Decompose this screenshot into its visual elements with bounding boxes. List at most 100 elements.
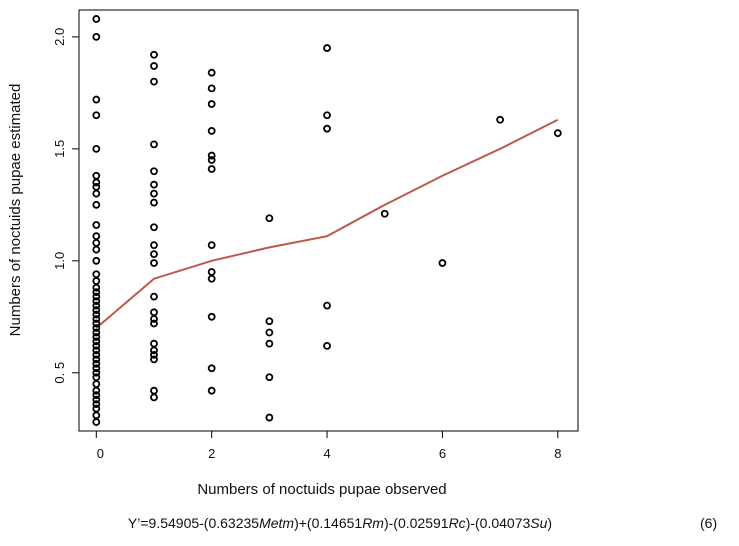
data-point [92,297,101,306]
data-point [150,355,158,364]
data-point [150,180,158,189]
data-point [265,373,274,382]
equation-mid1: )+(0.14651 [294,515,363,531]
data-point [92,270,101,279]
data-point [92,328,101,337]
data-point [150,339,158,348]
data-point [92,395,101,404]
x-tick-label: 4 [323,446,330,461]
data-point [438,259,447,267]
y-tick-label: 0. 5 [52,362,67,384]
data-point [496,115,505,124]
data-point [92,221,101,229]
data-point [92,386,101,395]
data-point [150,250,158,258]
data-point [92,95,101,104]
data-point [92,319,101,328]
y-axis-label: Numbers of noctuids pupae estimated [7,84,24,337]
data-point [150,308,158,317]
y-tick-label: 2.0 [52,28,67,46]
data-point [92,306,101,314]
data-point [265,214,274,223]
data-point [92,288,101,297]
equation-suffix: ) [547,515,553,531]
data-point [92,256,101,265]
data-point [207,156,216,164]
x-tick-label: 6 [439,446,446,461]
data-point [150,167,158,176]
data-point [150,77,158,86]
data-point [92,350,101,359]
data-point [265,413,274,422]
data-point [92,111,101,120]
data-point [323,342,331,350]
data-point [150,198,158,207]
data-point [323,124,331,133]
equation-var-metm: Metm [259,515,295,531]
data-point [92,310,101,319]
data-point [92,364,101,373]
data-point [207,386,216,395]
y-axis: 0. 5 1.0 1.5 2.0 [52,28,79,384]
data-point [150,241,158,250]
data-point [92,333,101,341]
data-point [150,315,158,323]
data-point [92,292,101,301]
data-points [92,15,562,426]
equation-number: (6) [700,515,718,531]
data-point [92,245,101,254]
data-point [207,241,216,250]
data-point [92,411,101,420]
data-point [207,68,216,77]
data-point [92,144,101,153]
data-point [92,324,101,332]
data-point [92,171,101,180]
data-point [265,317,274,326]
data-point [92,355,101,364]
equation-var-su: Su [530,515,548,531]
data-point [150,223,158,232]
data-point [150,319,158,328]
data-point [207,165,216,173]
data-point [92,404,101,413]
data-point [92,238,101,247]
x-tick-label: 8 [554,446,561,461]
data-point [92,301,101,310]
data-point [92,368,101,377]
x-axis: 0 2 4 6 8 [95,431,561,461]
data-point [150,346,158,355]
data-point [92,373,101,382]
plot-frame [78,9,579,432]
data-point [92,380,101,388]
data-point [207,100,216,108]
equation-mid2: )-(0.02591 [383,515,449,531]
data-point [92,32,101,41]
data-point [150,140,158,149]
data-point [207,151,216,160]
data-point [207,364,216,373]
data-point [265,339,274,348]
data-point [150,189,158,198]
data-point [92,346,101,355]
data-point [323,111,331,120]
equation: Y’=9.54905-(0.63235Metm)+(0.14651Rm)-(0.… [0,515,680,531]
data-point [92,200,101,209]
equation-mid3: )-(0.04073 [465,515,531,531]
data-point [150,292,158,301]
data-point [323,44,331,52]
y-tick-label: 1.5 [52,140,67,158]
data-point [92,315,101,323]
data-point [207,84,216,93]
equation-var-rm: Rm [362,515,384,531]
x-tick-label: 2 [208,446,215,461]
data-point [92,337,101,346]
data-point [207,312,216,321]
x-axis-label: Numbers of noctuids pupae observed [197,481,446,498]
data-point [92,183,101,191]
data-point [380,209,389,218]
data-point [323,301,331,310]
data-point [150,386,158,395]
data-point [92,15,101,23]
data-point [92,277,101,285]
